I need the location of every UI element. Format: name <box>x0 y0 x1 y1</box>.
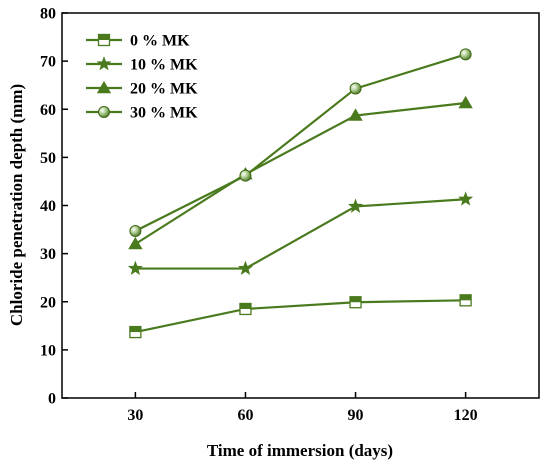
legend: 0 % MK 10 % MK 20 % MK 30 % MK <box>86 33 198 122</box>
x-axis-title: Time of immersion (days) <box>207 441 393 460</box>
x-tick-label: 90 <box>348 407 364 424</box>
series-0 <box>129 294 472 339</box>
legend-item: 30 % MK <box>86 105 198 122</box>
x-tick-label: 30 <box>127 407 143 424</box>
series-line <box>135 299 466 334</box>
data-point <box>239 169 252 182</box>
legend-marker <box>98 106 110 118</box>
legend-label: 30 % MK <box>130 105 198 122</box>
series-layer <box>127 48 474 339</box>
data-point <box>239 302 252 316</box>
y-tick-label: 70 <box>40 54 56 71</box>
x-axis: 30 60 90 120 <box>127 392 478 424</box>
legend-label: 20 % MK <box>130 81 198 98</box>
series-1 <box>127 191 474 275</box>
legend-item: 20 % MK <box>86 81 198 98</box>
data-point <box>128 236 143 250</box>
data-point <box>458 95 473 109</box>
data-point <box>459 48 472 61</box>
y-tick-label: 20 <box>40 294 56 311</box>
data-point <box>459 294 472 307</box>
series-line <box>134 101 466 245</box>
series-line <box>135 198 466 270</box>
x-tick-label: 120 <box>454 407 478 424</box>
data-point <box>129 225 142 238</box>
y-tick-label: 10 <box>40 342 56 359</box>
y-tick-label: 30 <box>40 246 56 263</box>
legend-label: 0 % MK <box>130 33 190 50</box>
legend-item: 0 % MK <box>86 33 190 50</box>
data-point <box>348 198 364 213</box>
series-3 <box>129 48 472 238</box>
data-point <box>348 108 363 121</box>
y-axis: 0 10 20 30 40 50 60 70 80 <box>40 6 68 408</box>
y-tick-label: 0 <box>48 391 56 408</box>
data-point <box>127 260 143 275</box>
data-point <box>349 82 362 95</box>
data-point <box>349 296 362 309</box>
legend-marker <box>96 80 112 94</box>
x-tick-label: 60 <box>237 407 253 424</box>
y-tick-label: 60 <box>40 102 56 119</box>
y-tick-label: 40 <box>40 198 56 215</box>
series-line <box>134 53 466 232</box>
data-point <box>458 191 474 206</box>
series-2 <box>128 95 473 250</box>
legend-marker <box>97 33 111 47</box>
y-tick-label: 50 <box>40 150 56 167</box>
y-axis-title: Chloride penetration depth (mm) <box>7 84 26 326</box>
data-point <box>129 325 142 339</box>
legend-item: 10 % MK <box>86 56 198 74</box>
y-tick-label: 80 <box>40 6 56 23</box>
legend-label: 10 % MK <box>130 57 198 74</box>
legend-marker <box>96 56 112 71</box>
data-point <box>237 260 253 275</box>
